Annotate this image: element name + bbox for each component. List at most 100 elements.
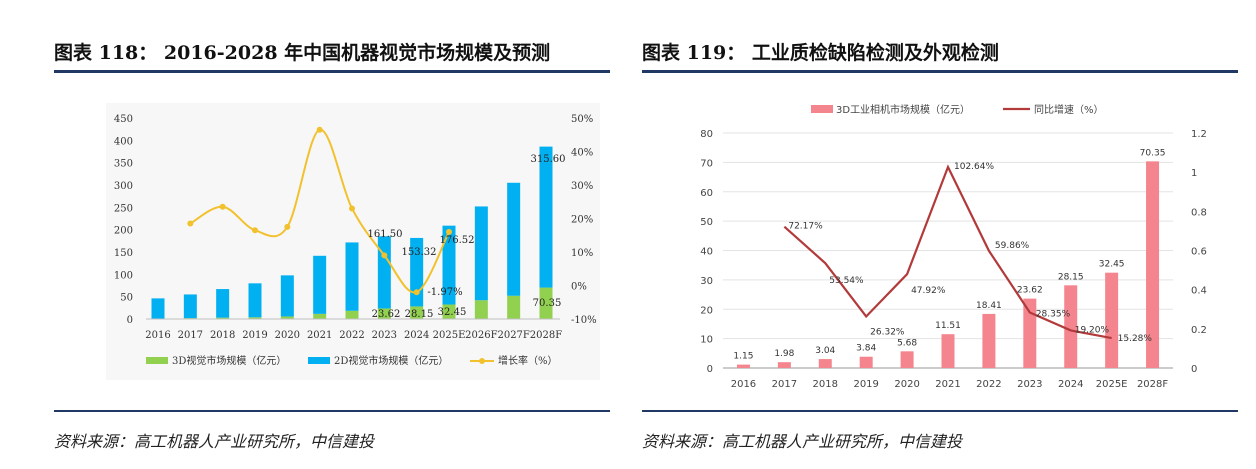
x-tick-label: 2016 bbox=[731, 379, 756, 390]
y-left-tick-label: 10 bbox=[700, 335, 713, 346]
legend-label-yoy: 同比增速（%） bbox=[1034, 103, 1104, 116]
x-tick-label: 2028F bbox=[1137, 379, 1168, 390]
bar-3d-camera bbox=[1064, 285, 1078, 368]
growth-rate-point bbox=[284, 223, 291, 230]
bar-3d-camera bbox=[1105, 272, 1119, 368]
bar-3d-vision bbox=[474, 300, 488, 319]
chart-118-source: 资料来源：高工机器人产业研究所，中信建投 bbox=[54, 432, 375, 451]
y-left-tick-label: 0 bbox=[707, 364, 713, 375]
growth-rate-point bbox=[381, 252, 388, 259]
line-data-label: 102.64% bbox=[954, 162, 994, 172]
bar-3d-vision bbox=[345, 310, 359, 319]
y-right-tick-label: 0.6 bbox=[1191, 247, 1207, 258]
legend-label-3d-camera: 3D工业相机市场规模（亿元） bbox=[836, 103, 970, 116]
bar-3d-camera bbox=[900, 351, 914, 368]
x-tick-label: 2021 bbox=[935, 379, 960, 390]
bar-3d-vision bbox=[377, 308, 391, 319]
x-tick-label: 2022 bbox=[976, 379, 1001, 390]
y-left-tick-label: 200 bbox=[114, 226, 133, 237]
x-tick-label: 2019 bbox=[853, 379, 878, 390]
line-data-label: 15.28% bbox=[1118, 334, 1153, 344]
bar-data-label: 23.62 bbox=[1017, 286, 1043, 296]
data-label: 153.32 bbox=[402, 247, 437, 258]
y-right-tick-label: 40% bbox=[571, 148, 593, 159]
bar-data-label: 18.41 bbox=[976, 301, 1002, 311]
x-tick-label: 2024 bbox=[404, 330, 429, 341]
legend-label-3d: 3D视觉市场规模（亿元） bbox=[172, 354, 286, 367]
y-left-tick-label: 300 bbox=[114, 181, 133, 192]
y-right-tick-label: 0.8 bbox=[1191, 207, 1207, 218]
bar-2d-vision bbox=[345, 242, 359, 311]
growth-rate-point bbox=[252, 227, 258, 234]
x-tick-label: 2022 bbox=[339, 330, 364, 341]
x-tick-label: 2023 bbox=[372, 330, 397, 341]
chart-118-title: 图表 118： 2016-2028 年中国机器视觉市场规模及预测 bbox=[54, 42, 551, 64]
y-right-tick-label: 1.2 bbox=[1191, 129, 1207, 140]
x-tick-label: 2025E bbox=[1096, 379, 1128, 390]
source-rule-right bbox=[642, 410, 1238, 412]
y-right-tick-label: 0.2 bbox=[1191, 325, 1207, 336]
y-right-tick-label: 1 bbox=[1191, 168, 1197, 179]
x-tick-label: 2016 bbox=[145, 330, 170, 341]
bar-3d-vision bbox=[539, 287, 553, 319]
growth-rate-point bbox=[349, 205, 355, 212]
legend-label-2d: 2D视觉市场规模（亿元） bbox=[334, 354, 448, 367]
bar-3d-camera bbox=[736, 364, 750, 368]
growth-rate-point bbox=[187, 220, 194, 227]
x-tick-label: 2021 bbox=[307, 330, 332, 341]
x-tick-label: 2024 bbox=[1058, 379, 1083, 390]
y-left-tick-label: 40 bbox=[700, 247, 713, 258]
data-label: 176.52 bbox=[440, 235, 475, 246]
x-tick-label: 2028F bbox=[530, 330, 562, 341]
bar-data-label: 11.51 bbox=[935, 321, 961, 331]
y-right-tick-label: 0% bbox=[571, 282, 587, 293]
bar-3d-camera bbox=[818, 359, 832, 368]
bar-3d-camera bbox=[1023, 298, 1037, 368]
bar-data-label: 70.35 bbox=[1140, 148, 1166, 158]
line-data-label: 59.86% bbox=[995, 241, 1030, 251]
y-left-tick-label: 350 bbox=[114, 159, 133, 170]
data-label: 315.60 bbox=[531, 154, 566, 165]
bar-2d-vision bbox=[280, 275, 294, 317]
bar-data-label: 32.45 bbox=[1099, 260, 1125, 270]
y-right-tick-label: 20% bbox=[571, 215, 593, 226]
growth-rate-point bbox=[219, 203, 226, 210]
bar-3d-camera bbox=[859, 356, 873, 368]
line-data-label: 53.54% bbox=[829, 276, 864, 286]
data-label: 23.62 bbox=[372, 309, 401, 320]
y-left-tick-label: 400 bbox=[114, 136, 133, 147]
x-tick-label: 2019 bbox=[242, 330, 267, 341]
legend-swatch-3d-camera bbox=[811, 105, 833, 113]
x-tick-label: 2017 bbox=[178, 330, 203, 341]
bar-2d-vision bbox=[313, 255, 327, 314]
bar-3d-vision bbox=[442, 304, 456, 319]
chart-119-title: 图表 119： 工业质检缺陷检测及外观检测 bbox=[642, 42, 999, 64]
bar-2d-vision bbox=[216, 289, 230, 318]
y-left-tick-label: 50 bbox=[120, 293, 133, 304]
line-data-label: 28.35% bbox=[1036, 309, 1071, 319]
line-data-label: 72.17% bbox=[788, 222, 823, 232]
data-label: 70.35 bbox=[533, 298, 562, 309]
y-left-tick-label: 30 bbox=[700, 276, 713, 287]
y-left-tick-label: 150 bbox=[114, 248, 133, 259]
bar-data-label: 5.68 bbox=[897, 338, 917, 348]
growth-rate-point bbox=[446, 228, 452, 235]
legend-swatch-3d bbox=[146, 357, 168, 364]
bar-3d-vision bbox=[216, 317, 230, 319]
y-left-tick-label: 70 bbox=[700, 158, 713, 169]
y-left-tick-label: 100 bbox=[114, 270, 133, 281]
bar-2d-vision bbox=[539, 146, 553, 288]
y-right-tick-label: 50% bbox=[571, 114, 593, 125]
title-rule-left bbox=[54, 70, 610, 73]
x-tick-label: 2023 bbox=[1017, 379, 1042, 390]
bar-2d-vision bbox=[507, 182, 521, 296]
y-left-tick-label: 250 bbox=[114, 203, 133, 214]
legend-swatch-2d bbox=[308, 357, 330, 364]
bar-2d-vision bbox=[248, 283, 262, 318]
y-left-tick-label: 20 bbox=[700, 305, 713, 316]
bar-data-label: 28.15 bbox=[1058, 272, 1084, 282]
x-tick-label: 2027F bbox=[497, 330, 529, 341]
y-left-tick-label: 450 bbox=[114, 114, 133, 125]
bar-3d-vision bbox=[507, 295, 521, 319]
